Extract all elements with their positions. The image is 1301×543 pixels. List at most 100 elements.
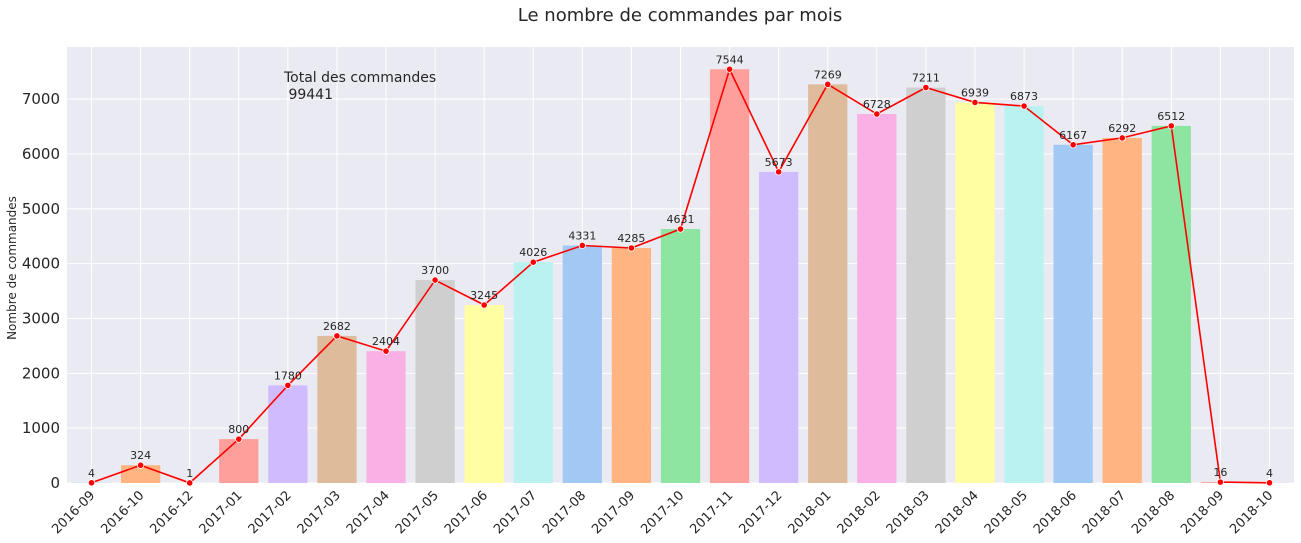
line-point	[1167, 122, 1175, 130]
line-point	[971, 98, 979, 107]
line-point	[235, 435, 243, 443]
data-label: 4026	[519, 246, 547, 259]
data-label: 16	[1213, 466, 1227, 479]
line-point	[1216, 478, 1224, 486]
line-point	[333, 332, 341, 340]
data-label: 4	[1266, 467, 1273, 480]
line-point	[480, 301, 488, 309]
x-tick-label: 2018-01	[786, 488, 835, 537]
data-label: 4631	[667, 213, 695, 226]
y-tick-label: 7000	[22, 90, 60, 108]
x-tick-label: 2016-12	[148, 488, 197, 537]
bar	[1102, 137, 1142, 483]
line-point	[824, 80, 832, 88]
data-label: 1780	[274, 369, 302, 382]
line-point	[529, 258, 537, 266]
data-label: 2404	[372, 335, 400, 348]
bars	[71, 69, 1290, 484]
data-label: 5673	[765, 156, 793, 169]
line-point	[627, 244, 636, 252]
bar	[219, 439, 259, 483]
bar	[1151, 125, 1191, 484]
data-labels: 4 324 1 800 1780 2682 2404 3700 3245 4026 4331 4285…	[88, 53, 1273, 480]
x-tick-label: 2018-02	[835, 488, 884, 537]
data-label: 324	[130, 449, 151, 462]
bar	[759, 171, 799, 483]
data-label: 2682	[323, 320, 351, 333]
bar	[660, 229, 701, 483]
line-point	[1118, 134, 1126, 142]
x-tick-label: 2018-09	[1178, 488, 1227, 537]
line-point	[382, 347, 390, 355]
x-tick-label: 2017-11	[687, 488, 736, 537]
line-point	[725, 65, 734, 73]
line-point	[87, 479, 96, 487]
trend-line	[87, 65, 1274, 487]
line-point	[284, 381, 292, 389]
bar	[1004, 106, 1044, 483]
y-tick-label: 5000	[22, 200, 60, 218]
line-point	[431, 276, 439, 284]
x-tick-label: 2017-03	[295, 488, 344, 537]
data-label: 4285	[617, 232, 645, 245]
bar	[464, 305, 504, 483]
line-point	[1069, 141, 1077, 149]
x-tick-label: 2017-07	[491, 488, 540, 537]
bar	[120, 465, 161, 483]
x-axis-ticks: 2016-09 2016-10 2016-12 2017-01 2017-02 2017-…	[49, 488, 1276, 537]
bar	[611, 247, 652, 483]
x-tick-label: 2018-07	[1080, 488, 1129, 537]
y-axis-label: Nombre de commandes	[5, 196, 19, 340]
x-tick-label: 2018-03	[884, 488, 933, 537]
y-tick-label: 1000	[22, 419, 60, 437]
data-label: 3245	[470, 289, 498, 302]
y-tick-label: 0	[50, 474, 60, 492]
data-label: 800	[228, 423, 249, 436]
x-tick-label: 2018-10	[1227, 488, 1276, 537]
y-tick-label: 4000	[22, 255, 60, 273]
data-label: 1	[186, 467, 193, 480]
bar	[366, 351, 406, 483]
x-tick-label: 2017-06	[442, 488, 491, 537]
line-point	[922, 83, 930, 92]
data-label: 7544	[716, 53, 744, 66]
x-tick-label: 2017-04	[344, 488, 393, 537]
x-tick-label: 2017-05	[393, 488, 442, 537]
x-tick-label: 2017-01	[197, 488, 246, 537]
y-tick-label: 2000	[22, 364, 60, 382]
annotation-total-label: Total des commandes	[283, 70, 436, 86]
data-label: 6292	[1108, 122, 1136, 135]
x-tick-label: 2016-10	[98, 488, 147, 537]
bar	[808, 84, 848, 483]
line-point	[186, 479, 194, 487]
data-label: 6512	[1157, 110, 1185, 123]
x-tick-label: 2017-09	[589, 488, 638, 537]
bar	[709, 69, 750, 483]
bar	[1053, 144, 1093, 483]
y-tick-label: 6000	[22, 145, 60, 163]
x-tick-label: 2016-09	[49, 488, 98, 537]
bar	[906, 87, 946, 483]
data-label: 6167	[1059, 129, 1087, 142]
annotation-total-value: 99441	[284, 87, 333, 103]
data-label: 7269	[814, 68, 842, 81]
bar	[268, 385, 308, 483]
bar	[857, 114, 897, 484]
x-tick-label: 2017-12	[736, 488, 785, 537]
line-point	[676, 225, 685, 233]
data-label: 7211	[912, 72, 940, 85]
line-point	[1020, 102, 1028, 110]
bar	[955, 102, 995, 483]
line-point	[775, 168, 783, 176]
line-point	[578, 241, 586, 250]
bar	[513, 262, 553, 483]
x-tick-label: 2017-10	[638, 488, 687, 537]
data-label: 3700	[421, 264, 449, 277]
line-point	[137, 461, 145, 469]
data-label: 6939	[961, 86, 989, 99]
x-tick-label: 2018-08	[1129, 488, 1178, 537]
y-tick-label: 3000	[22, 309, 60, 327]
bar	[562, 245, 602, 483]
bar	[317, 335, 357, 483]
